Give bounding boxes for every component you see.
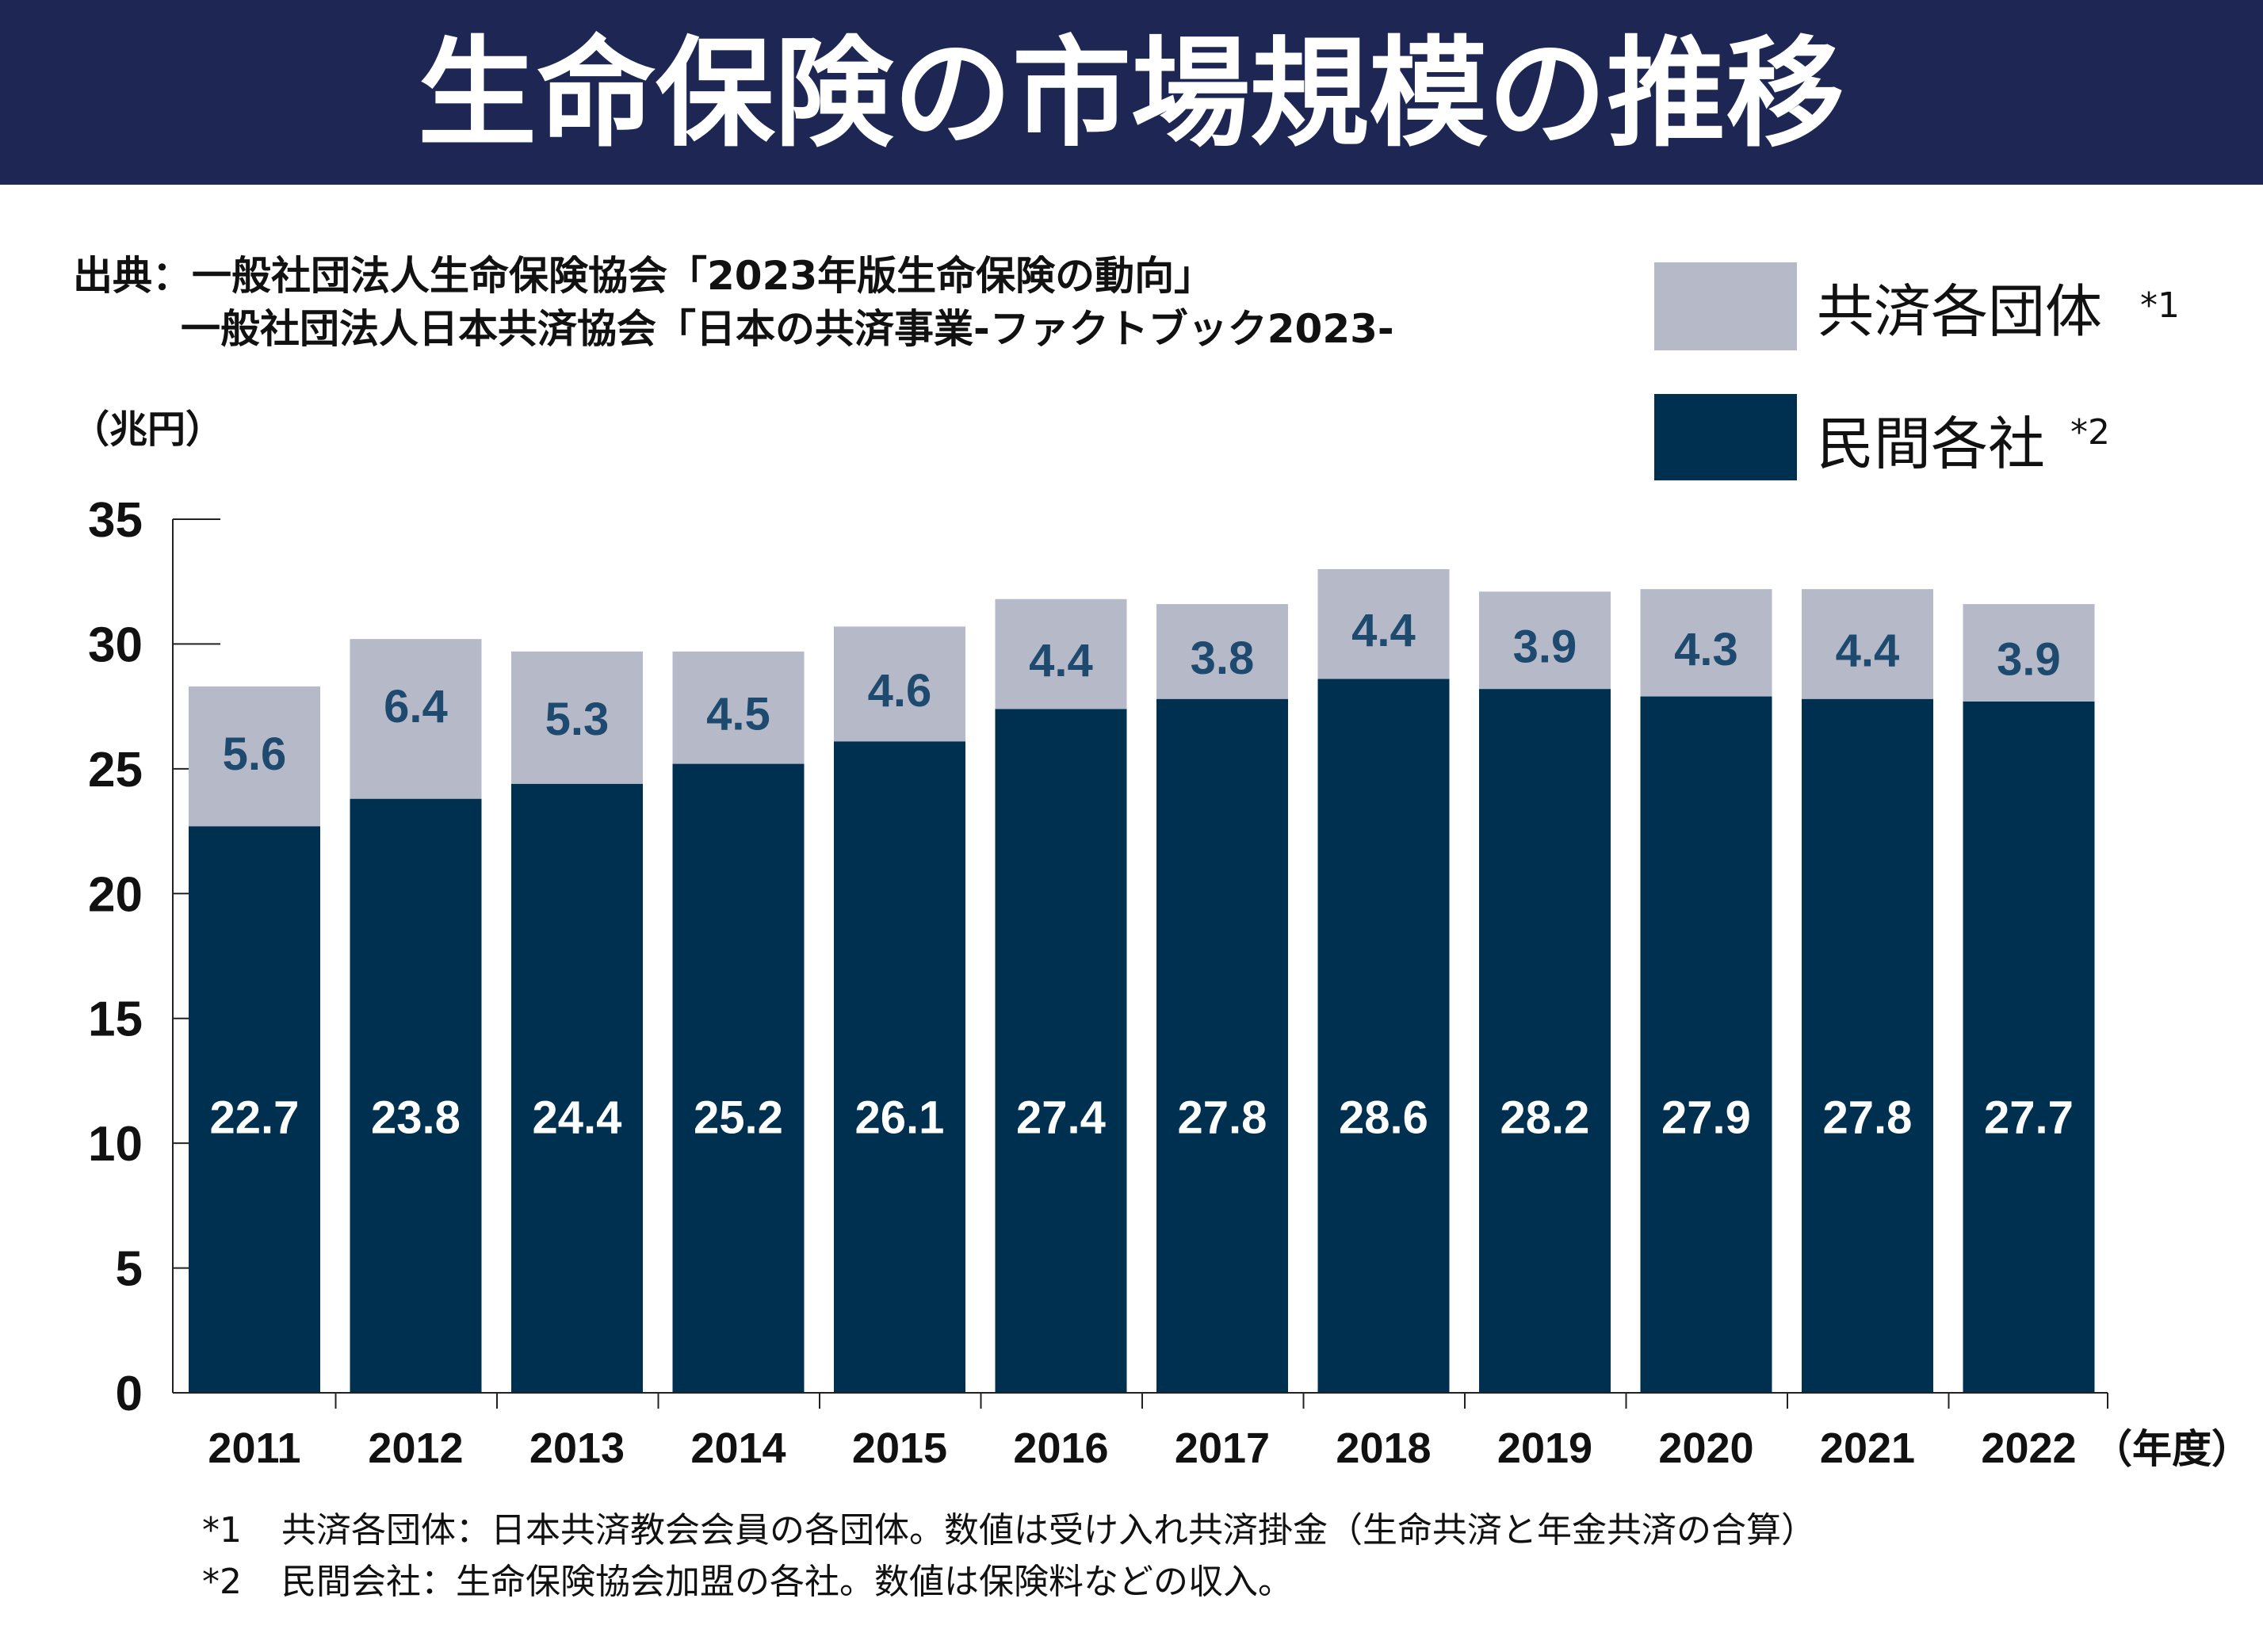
bar-minkan — [511, 783, 643, 1393]
data-label-minkan: 28.2 — [1500, 1092, 1590, 1144]
x-tick-label: 2022 — [1981, 1424, 2076, 1472]
bar-kyosai — [1317, 568, 1450, 679]
legend-mark-kyosai: *1 — [2140, 285, 2180, 326]
bar-kyosai — [350, 639, 482, 799]
data-label-minkan: 22.7 — [210, 1092, 300, 1144]
y-axis-unit: （兆円） — [71, 407, 224, 452]
x-tick-label: 2019 — [1497, 1424, 1592, 1472]
x-tick-label: 2015 — [852, 1424, 947, 1472]
data-label-kyosai: 6.4 — [384, 681, 448, 732]
bar-kyosai — [511, 651, 643, 784]
legend-swatch-kyosai — [1654, 262, 1797, 350]
x-axis-unit: （年度） — [2093, 1426, 2251, 1472]
bar-kyosai — [189, 686, 320, 827]
bar-kyosai — [1802, 589, 1933, 699]
y-tick-label: 30 — [88, 618, 143, 672]
data-label-minkan: 27.7 — [1984, 1092, 2074, 1144]
x-tick-label: 2021 — [1820, 1424, 1915, 1472]
chart-title: 生命保険の市場規模の推移 — [418, 25, 1844, 163]
bar-minkan — [834, 741, 965, 1393]
footnote-1-text: 共済各団体：日本共済教会会員の各団体。数値は受け入れ共済掛金（生命共済と年金共済… — [281, 1510, 1816, 1551]
footnote-1-mark: *1 — [202, 1510, 242, 1551]
x-tick-label: 2016 — [1013, 1424, 1108, 1472]
bar-kyosai — [834, 626, 965, 742]
bar-kyosai — [1156, 604, 1288, 699]
bar-minkan — [1963, 701, 2095, 1393]
title-bar — [0, 0, 2263, 185]
legend-label-kyosai: 共済各団体 — [1817, 278, 2102, 345]
data-label-kyosai: 4.4 — [1836, 625, 1900, 676]
source-line-2: 一般社団法人日本共済協会「日本の共済事業-ファクトブック2023- — [181, 306, 1394, 352]
bar-kyosai — [672, 651, 805, 764]
data-label-minkan: 26.1 — [855, 1092, 945, 1144]
bar-kyosai — [1479, 591, 1611, 690]
x-tick-label: 2011 — [208, 1424, 300, 1472]
data-label-minkan: 27.9 — [1661, 1092, 1751, 1144]
x-tick-label: 2014 — [690, 1424, 786, 1472]
data-label-minkan: 27.8 — [1178, 1092, 1267, 1144]
source-line-1: 出典：一般社団法人生命保険協会「2023年版生命保険の動向」 — [73, 253, 1214, 299]
data-label-minkan: 24.4 — [533, 1092, 622, 1144]
bar-kyosai — [995, 598, 1127, 709]
bar-minkan — [1802, 698, 1933, 1393]
bar-kyosai — [1640, 589, 1772, 697]
legend-label-minkan: 民間各社 — [1817, 411, 2045, 477]
data-label-kyosai: 4.6 — [868, 665, 932, 717]
data-label-kyosai: 3.8 — [1191, 633, 1255, 684]
bar-minkan — [1640, 696, 1772, 1393]
bar-minkan — [995, 709, 1127, 1393]
y-tick-label: 25 — [88, 743, 143, 797]
x-tick-label: 2017 — [1175, 1424, 1270, 1472]
legend-swatch-minkan — [1654, 394, 1797, 480]
bar-minkan — [350, 798, 482, 1393]
data-label-kyosai: 3.9 — [1513, 621, 1577, 673]
data-label-minkan: 27.4 — [1016, 1092, 1106, 1144]
bar-minkan — [1317, 679, 1450, 1393]
data-label-kyosai: 5.6 — [223, 728, 287, 780]
data-label-kyosai: 4.5 — [706, 689, 770, 740]
bar-minkan — [1156, 698, 1288, 1393]
data-label-kyosai: 4.4 — [1351, 605, 1416, 656]
x-tick-label: 2012 — [368, 1424, 463, 1472]
data-label-kyosai: 4.3 — [1674, 624, 1738, 675]
data-label-minkan: 25.2 — [694, 1092, 783, 1144]
legend-mark-minkan: *2 — [2070, 412, 2110, 453]
bar-minkan — [672, 763, 805, 1393]
x-tick-label: 2018 — [1336, 1424, 1431, 1472]
x-tick-label: 2020 — [1658, 1424, 1753, 1472]
y-tick-label: 5 — [116, 1242, 143, 1297]
x-tick-label: 2013 — [529, 1424, 625, 1472]
bar-minkan — [1479, 689, 1611, 1393]
y-tick-label: 0 — [116, 1367, 143, 1421]
bar-kyosai — [1963, 604, 2095, 702]
data-label-minkan: 28.6 — [1339, 1092, 1428, 1144]
y-tick-label: 35 — [88, 493, 143, 548]
y-tick-label: 15 — [88, 992, 143, 1047]
data-label-minkan: 27.8 — [1823, 1092, 1913, 1144]
footnote-2-text: 民間会社：生命保険協会加盟の各社。数値は保険料などの収入。 — [281, 1562, 1293, 1602]
data-label-kyosai: 5.3 — [545, 694, 610, 745]
y-tick-label: 10 — [88, 1117, 143, 1172]
data-label-minkan: 23.8 — [371, 1092, 461, 1144]
footnote-2-mark: *2 — [202, 1562, 242, 1602]
data-label-kyosai: 4.4 — [1029, 635, 1093, 686]
y-tick-label: 20 — [88, 867, 143, 922]
bar-minkan — [189, 826, 320, 1393]
data-label-kyosai: 3.9 — [1997, 633, 2061, 685]
